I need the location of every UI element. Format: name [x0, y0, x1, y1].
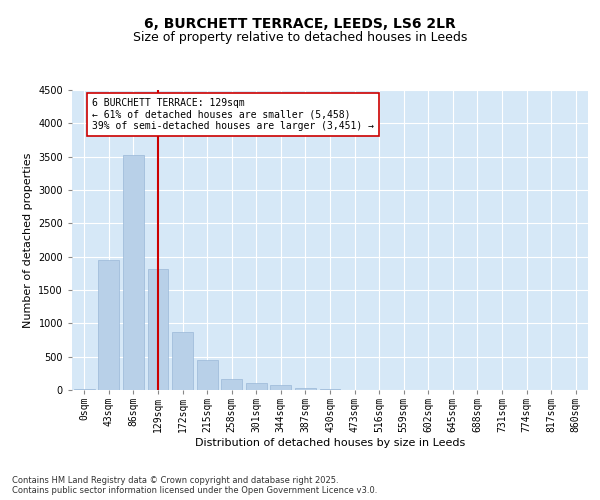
Y-axis label: Number of detached properties: Number of detached properties [23, 152, 32, 328]
Bar [246, 382, 267, 390]
Bar [74, 389, 95, 390]
Bar [271, 386, 292, 390]
Text: 6, BURCHETT TERRACE, LEEDS, LS6 2LR: 6, BURCHETT TERRACE, LEEDS, LS6 2LR [144, 18, 456, 32]
Bar [148, 268, 169, 390]
Text: Contains HM Land Registry data © Crown copyright and database right 2025.
Contai: Contains HM Land Registry data © Crown c… [12, 476, 377, 495]
Bar [123, 154, 144, 390]
Bar [295, 388, 316, 390]
Bar [98, 260, 119, 390]
X-axis label: Distribution of detached houses by size in Leeds: Distribution of detached houses by size … [195, 438, 465, 448]
Text: 6 BURCHETT TERRACE: 129sqm
← 61% of detached houses are smaller (5,458)
39% of s: 6 BURCHETT TERRACE: 129sqm ← 61% of deta… [92, 98, 374, 131]
Text: Size of property relative to detached houses in Leeds: Size of property relative to detached ho… [133, 31, 467, 44]
Bar [221, 378, 242, 390]
Bar [197, 360, 218, 390]
Bar [172, 332, 193, 390]
